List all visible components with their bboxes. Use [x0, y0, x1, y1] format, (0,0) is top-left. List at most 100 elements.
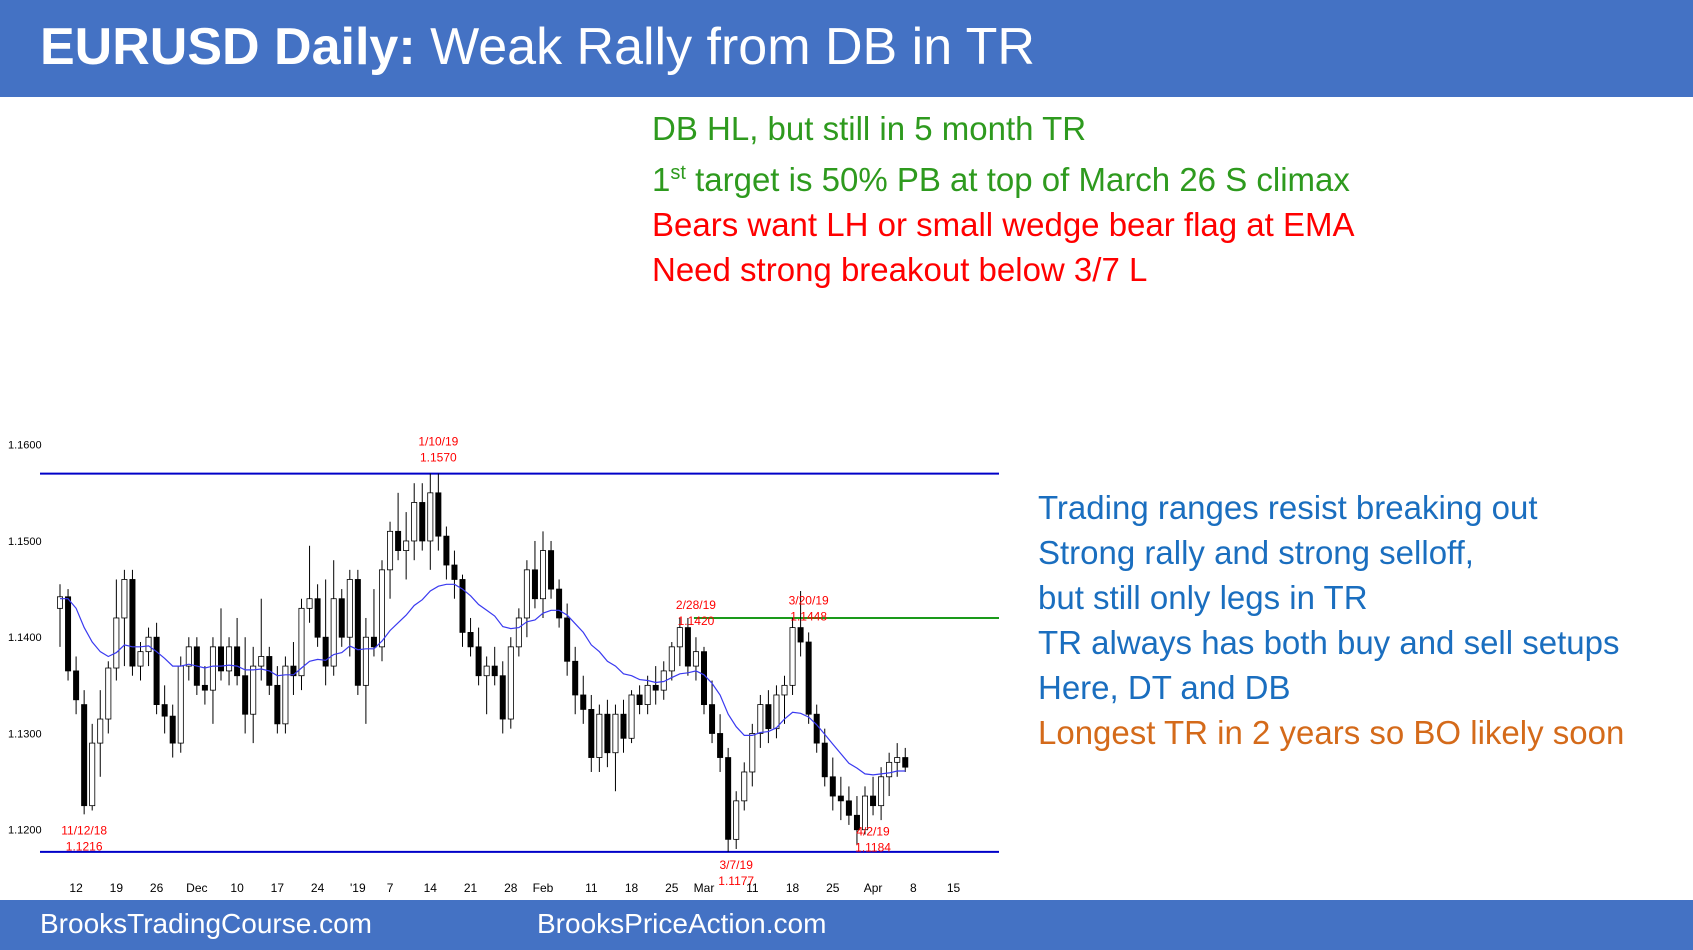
bull-candle: [387, 530, 394, 571]
bull-candle: [298, 607, 305, 677]
y-tick-label: 1.1600: [8, 440, 42, 452]
side-note-1: Trading ranges resist breaking out: [1038, 489, 1538, 526]
bull-candle: [250, 665, 257, 715]
bear-candle: [395, 530, 402, 551]
x-tick-label: 17: [271, 881, 285, 895]
side-note-6: Longest TR in 2 years so BO likely soon: [1038, 714, 1625, 751]
bear-candle: [531, 569, 538, 600]
bull-candle: [121, 579, 128, 619]
bull-candle: [668, 646, 675, 672]
bear-candle: [845, 800, 852, 816]
bear-candle: [709, 704, 716, 734]
ema-line: [60, 583, 906, 776]
bull-candle: [596, 713, 603, 758]
note-line-2-pre: 1: [652, 161, 671, 198]
x-tick-label: 10: [230, 881, 244, 895]
bull-candle: [209, 646, 216, 691]
bear-candle: [419, 502, 426, 542]
bull-candle: [411, 502, 418, 542]
x-tick-label: 12: [69, 881, 83, 895]
bull-candle: [258, 656, 265, 667]
annotation-date: 3/20/19: [789, 593, 829, 607]
bear-candle: [354, 579, 361, 686]
top-notes: DB HL, but still in 5 month TR 1st targe…: [652, 106, 1355, 292]
bull-candle: [741, 771, 748, 802]
bear-candle: [201, 684, 208, 691]
side-note-3: but still only legs in TR: [1038, 579, 1368, 616]
bull-candle: [403, 540, 410, 551]
bear-candle: [564, 617, 571, 662]
annotation-date: 2/28/19: [676, 598, 716, 612]
bear-candle: [153, 636, 160, 705]
bull-candle: [105, 667, 112, 720]
bear-candle: [636, 694, 643, 705]
ema-layer: [60, 583, 906, 776]
x-tick-label: 15: [947, 881, 961, 895]
bull-candle: [346, 579, 353, 638]
x-tick-label: 7: [387, 881, 394, 895]
bear-candle: [370, 636, 377, 648]
bull-candle: [177, 665, 184, 744]
bull-candle: [894, 757, 901, 763]
annotation-price: 1.1216: [66, 839, 103, 853]
bear-candle: [717, 733, 724, 758]
x-axis: 12 19 26 Dec 10 17 24 '19 7 14 21 28 Feb 11 18 25 Mar 11 1…: [69, 881, 960, 895]
footer-link-left: BrooksTradingCourse.com: [40, 908, 372, 939]
y-tick-label: 1.1400: [8, 632, 42, 644]
candles: [57, 473, 909, 852]
bear-candle: [217, 646, 224, 672]
x-tick-label: 25: [665, 881, 679, 895]
bear-candle: [499, 675, 506, 720]
x-tick-label: '19: [350, 881, 366, 895]
note-line-2-post: target is 50% PB at top of March 26 S cl…: [685, 161, 1350, 198]
bear-candle: [234, 646, 241, 677]
x-tick-label: 18: [786, 881, 800, 895]
annotation-date: 1/10/19: [418, 435, 458, 449]
bull-candle: [185, 646, 192, 667]
bear-candle: [797, 627, 804, 643]
bear-candle: [902, 757, 909, 768]
page-title: EURUSD Daily: Weak Rally from DB in TR: [40, 14, 1035, 80]
x-tick-label: 21: [464, 881, 478, 895]
side-note-4: TR always has both buy and sell setups: [1038, 624, 1620, 661]
bear-candle: [701, 651, 708, 705]
side-note-5: Here, DT and DB: [1038, 669, 1291, 706]
bear-candle: [813, 713, 820, 744]
bear-candle: [459, 579, 466, 633]
side-note-2: Strong rally and strong selloff,: [1038, 534, 1474, 571]
annotation-price: 1.1448: [790, 609, 827, 623]
bear-candle: [169, 715, 176, 744]
bear-candle: [604, 713, 611, 754]
x-tick-label: 26: [150, 881, 164, 895]
bull-candle: [306, 598, 313, 609]
bull-candle: [226, 646, 233, 672]
side-notes: Trading ranges resist breaking out Stron…: [1038, 485, 1624, 755]
bull-candle: [628, 694, 635, 739]
title-instrument: EURUSD Daily:: [40, 18, 416, 76]
bull-candle: [878, 776, 885, 807]
x-tick-label: 11: [585, 881, 598, 895]
x-tick-label: 28: [504, 881, 518, 895]
bull-candle: [523, 569, 530, 619]
bull-candle: [773, 694, 780, 730]
annotation-date: 4/2/19: [856, 824, 890, 838]
bull-candle: [483, 665, 490, 677]
bull-candle: [644, 684, 651, 705]
bear-candle: [725, 757, 732, 840]
bull-candle: [145, 636, 152, 653]
bear-candle: [829, 776, 836, 797]
bull-candle: [733, 800, 740, 840]
bear-candle: [765, 704, 772, 730]
bear-candle: [853, 814, 860, 831]
bull-candle: [507, 646, 514, 720]
bull-candle: [137, 651, 144, 667]
bear-candle: [73, 670, 80, 701]
y-tick-label: 1.1500: [8, 536, 42, 548]
bear-candle: [556, 588, 563, 619]
note-line-2: 1st target is 50% PB at top of March 26 …: [652, 151, 1355, 202]
annotation-price: 1.1570: [420, 451, 457, 465]
footer-bar: BrooksTradingCourse.com BrooksPriceActio…: [0, 900, 1693, 950]
annotation-date: 11/12/18: [61, 823, 107, 837]
x-tick-label: 25: [826, 881, 840, 895]
bear-candle: [161, 704, 168, 717]
